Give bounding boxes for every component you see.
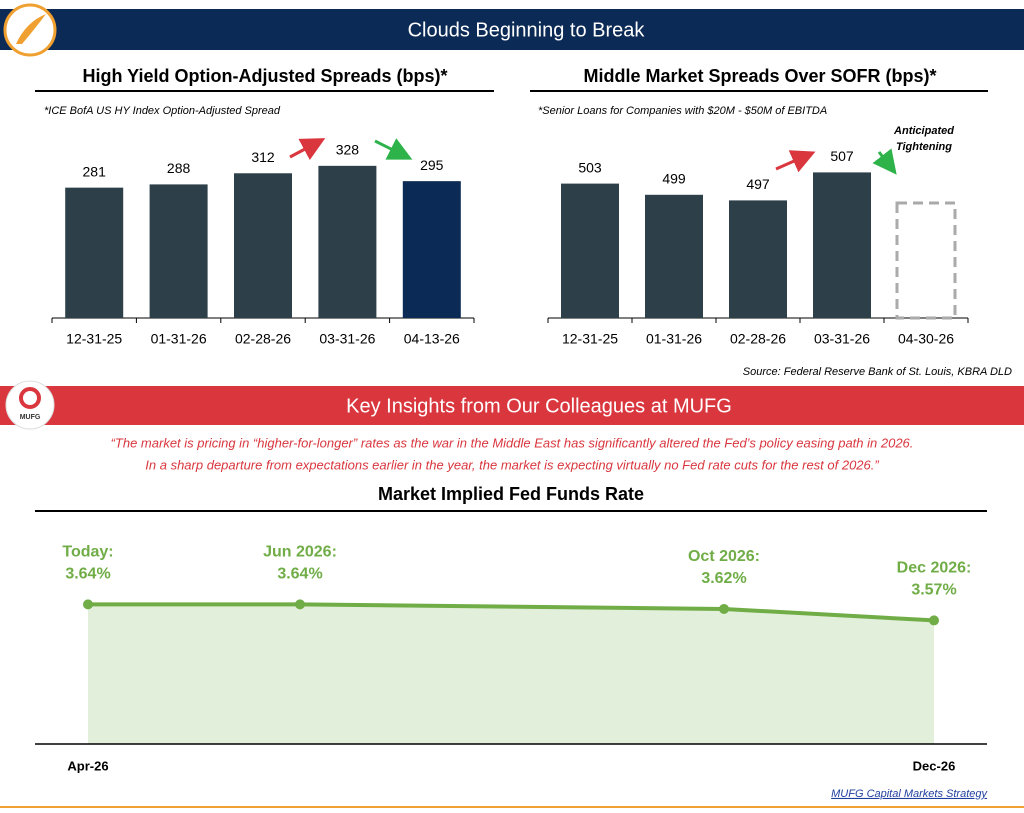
x-tick-label: 01-31-26: [151, 331, 207, 347]
trend-arrow: [374, 138, 413, 160]
x-axis-label: Dec-26: [913, 758, 956, 773]
footer-link[interactable]: MUFG Capital Markets Strategy: [831, 788, 988, 800]
annotation: Anticipated Tightening: [893, 125, 954, 153]
point: [929, 615, 939, 626]
point-category: Oct 2026:: [688, 548, 760, 565]
quote-line: “The market is pricing in “higher-for-lo…: [111, 435, 914, 450]
source-note: Source: Federal Reserve Bank of St. Loui…: [743, 366, 1012, 378]
section-title: Key Insights from Our Colleagues at MUFG: [346, 395, 732, 417]
trend-arrow: [872, 148, 897, 175]
bar: [561, 183, 619, 318]
point-category: Jun 2026:: [263, 544, 337, 561]
trend-arrow: [289, 138, 326, 161]
bar: [65, 187, 124, 318]
point-label: 3.57%: [911, 582, 956, 599]
chart-subtitle: *Senior Loans for Companies with $20M - …: [538, 105, 827, 117]
data-label: 312: [251, 149, 275, 165]
section-bar: [0, 386, 1024, 425]
x-tick-label: 04-13-26: [404, 331, 460, 347]
data-label: 507: [830, 148, 854, 164]
header-bar: [0, 9, 1024, 50]
bar: [645, 194, 703, 318]
chart-title: High Yield Option-Adjusted Spreads (bps)…: [82, 66, 447, 86]
point: [295, 599, 305, 610]
point: [719, 603, 729, 614]
mufg-logo-ring: [19, 387, 41, 409]
trend-arrow: [775, 150, 816, 173]
point: [83, 599, 93, 610]
x-tick-label: 04-30-26: [898, 331, 954, 347]
bar: [729, 200, 787, 318]
point-label: 3.64%: [277, 566, 322, 583]
data-label: 497: [746, 176, 770, 192]
point-label: 3.64%: [65, 566, 110, 583]
x-tick-label: 02-28-26: [235, 331, 291, 347]
bar: [234, 173, 292, 318]
bar: [813, 172, 871, 318]
point-label: 3.62%: [701, 570, 746, 587]
data-label: 503: [578, 159, 602, 175]
chart-subtitle: *ICE BofA US HY Index Option-Adjusted Sp…: [44, 105, 281, 117]
data-label: 288: [167, 160, 191, 176]
chart-title: Middle Market Spreads Over SOFR (bps)*: [583, 66, 936, 86]
header-logo-mark: [16, 14, 46, 44]
data-label: 328: [336, 142, 360, 158]
area-fill: [88, 604, 934, 744]
data-label: 281: [83, 163, 107, 179]
bar: [318, 165, 377, 318]
quote-line: In a sharp departure from expectations e…: [145, 457, 879, 472]
x-tick-label: 12-31-25: [562, 331, 618, 347]
x-tick-label: 03-31-26: [814, 331, 870, 347]
point-category: Dec 2026:: [897, 560, 972, 577]
bar: [149, 184, 208, 318]
data-label: 295: [420, 157, 444, 173]
x-tick-label: 03-31-26: [319, 331, 375, 347]
point-category: Today:: [62, 544, 113, 561]
mufg-logo-text: MUFG: [20, 414, 41, 421]
x-tick-label: 01-31-26: [646, 331, 702, 347]
placeholder-bar: [895, 201, 957, 320]
data-label: 499: [662, 171, 686, 187]
bar: [402, 181, 461, 318]
x-tick-label: 12-31-25: [66, 331, 122, 347]
x-axis-label: Apr-26: [67, 758, 108, 773]
chart-title: Market Implied Fed Funds Rate: [378, 484, 644, 504]
header-title: Clouds Beginning to Break: [408, 19, 646, 41]
line: [88, 602, 935, 623]
x-tick-label: 02-28-26: [730, 331, 786, 347]
